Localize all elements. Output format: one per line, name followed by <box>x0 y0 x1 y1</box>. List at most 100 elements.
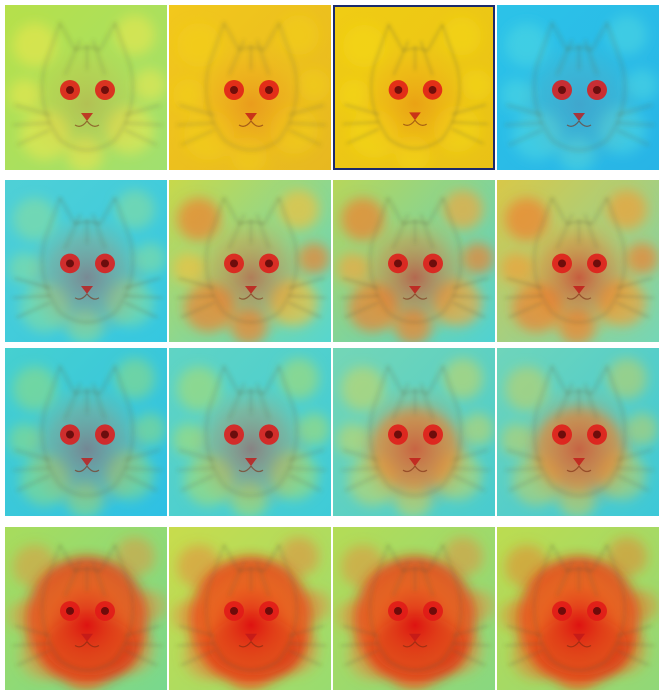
left-pupil <box>66 86 74 94</box>
center-heat <box>509 199 649 342</box>
cat-outline <box>12 543 163 671</box>
right-pupil <box>593 607 601 615</box>
cat-outline <box>12 21 163 151</box>
nose <box>81 457 93 467</box>
left-pupil <box>558 430 566 439</box>
heatmap-panel-r4-c3 <box>333 527 495 690</box>
center-heat <box>181 25 321 169</box>
right-pupil <box>265 607 273 615</box>
nose <box>573 457 585 467</box>
left-pupil <box>66 259 74 268</box>
center-heat <box>346 26 484 168</box>
mouth <box>74 293 100 300</box>
center-heat <box>345 368 485 515</box>
heatmap-panel-r3-c4 <box>497 348 659 516</box>
left-pupil <box>230 607 238 615</box>
center-heat <box>17 368 157 515</box>
left-pupil <box>558 259 566 268</box>
left-pupil <box>230 430 238 439</box>
cat-outline <box>504 543 655 671</box>
cat-outline <box>176 364 327 497</box>
heatmap-panel-r4-c4 <box>497 527 659 690</box>
left-pupil <box>394 86 403 94</box>
cat-outline <box>12 196 163 323</box>
cat-outline <box>504 196 655 323</box>
heatmap-panel-r1-c4 <box>497 5 659 170</box>
center-heat <box>345 546 485 690</box>
left-pupil <box>394 259 402 268</box>
nose <box>245 286 257 294</box>
cat-outline <box>176 21 327 151</box>
right-pupil <box>593 259 601 268</box>
mouth <box>402 293 428 300</box>
left-pupil <box>230 86 238 94</box>
nose <box>245 457 257 467</box>
left-pupil <box>66 607 74 615</box>
mouth <box>566 641 592 648</box>
heatmap-panel-r2-c1 <box>5 180 167 342</box>
heatmap-panel-r3-c1 <box>5 348 167 516</box>
nose <box>573 113 585 121</box>
left-pupil <box>558 607 566 615</box>
nose <box>245 633 257 642</box>
nose <box>81 286 93 294</box>
left-pupil <box>394 607 402 615</box>
right-pupil <box>429 259 437 268</box>
heatmap-panel-r4-c1 <box>5 527 167 690</box>
cat-outline <box>176 196 327 323</box>
nose <box>409 112 421 121</box>
nose <box>81 113 93 121</box>
cat-outline <box>504 21 655 151</box>
mouth <box>74 641 100 648</box>
nose <box>573 633 585 642</box>
right-pupil <box>265 259 273 268</box>
heatmap-panel-r4-c2 <box>169 527 331 690</box>
heatmap-panel-r1-c1 <box>5 5 167 170</box>
nose <box>81 633 93 642</box>
mouth <box>238 465 264 473</box>
heatmap-panel-r1-c3 <box>333 5 495 170</box>
right-pupil <box>265 86 273 94</box>
center-heat <box>181 546 321 690</box>
cat-outline <box>176 543 327 671</box>
right-pupil <box>101 430 109 439</box>
left-pupil <box>394 430 402 439</box>
right-pupil <box>265 430 273 439</box>
center-heat <box>17 546 157 690</box>
cat-outline <box>340 543 491 671</box>
cat-outline <box>342 23 489 150</box>
mouth <box>402 119 428 126</box>
heatmap-panel-r1-c2 <box>169 5 331 170</box>
right-pupil <box>429 607 437 615</box>
heatmap-panel-r3-c2 <box>169 348 331 516</box>
right-pupil <box>429 430 437 439</box>
right-pupil <box>593 430 601 439</box>
nose <box>573 286 585 294</box>
cat-outline <box>504 364 655 497</box>
cat-outline <box>12 364 163 497</box>
right-pupil <box>101 86 109 94</box>
center-heat <box>509 25 649 169</box>
heatmap-panel-r2-c3 <box>333 180 495 342</box>
left-pupil <box>66 430 74 439</box>
right-pupil <box>428 86 437 94</box>
center-heat <box>181 368 321 515</box>
mouth <box>566 120 592 127</box>
cat-outline <box>340 364 491 497</box>
nose <box>409 457 421 467</box>
right-pupil <box>593 86 601 94</box>
mouth <box>74 120 100 127</box>
center-heat <box>181 199 321 342</box>
heatmap-panel-r3-c3 <box>333 348 495 516</box>
mouth <box>238 293 264 300</box>
mouth <box>402 465 428 473</box>
right-pupil <box>101 607 109 615</box>
mouth <box>238 120 264 127</box>
mouth <box>238 641 264 648</box>
mouth <box>74 465 100 473</box>
nose <box>245 113 257 121</box>
right-pupil <box>101 259 109 268</box>
left-pupil <box>558 86 566 94</box>
mouth <box>566 293 592 300</box>
